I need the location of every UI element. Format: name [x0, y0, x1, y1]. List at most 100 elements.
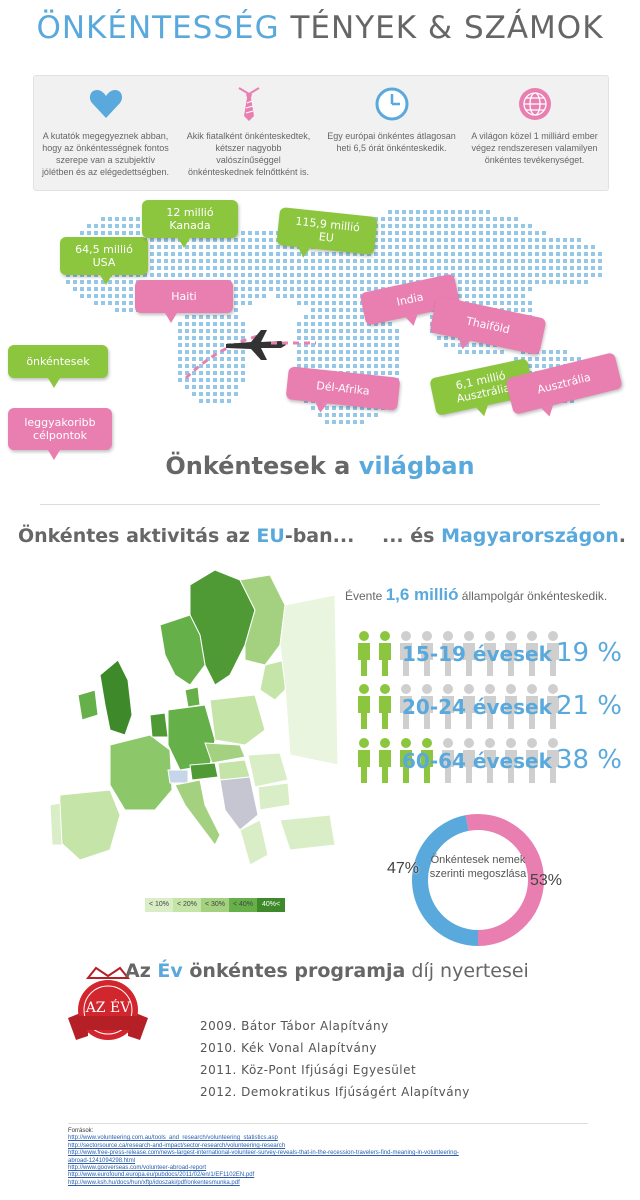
source-link[interactable]: abroad-1241094298.html	[68, 1157, 136, 1164]
map-dot	[514, 231, 518, 235]
map-dot	[276, 266, 280, 270]
map-dot	[318, 280, 322, 284]
map-dot	[563, 245, 567, 249]
source-link[interactable]: http://www.eurofound.europa.eu/pubdocs/2…	[68, 1172, 255, 1179]
map-dot	[346, 301, 350, 305]
map-dot	[409, 252, 413, 256]
map-dot	[332, 266, 336, 270]
map-dot	[115, 231, 119, 235]
hu-heading-part: ... és	[382, 525, 442, 547]
map-dot	[395, 224, 399, 228]
map-dot	[234, 287, 238, 291]
map-dot	[283, 252, 287, 256]
map-dot	[500, 266, 504, 270]
bubble-label: Dél-Afrika	[315, 379, 371, 398]
map-dot	[213, 378, 217, 382]
age-label: 20-24 évesek	[402, 695, 552, 719]
map-dot	[122, 301, 126, 305]
map-dot	[199, 315, 203, 319]
map-dot	[367, 280, 371, 284]
map-dot	[374, 238, 378, 242]
annual-text: állampolgár önkénteskedik.	[458, 589, 608, 603]
map-dot	[514, 217, 518, 221]
map-dot	[115, 280, 119, 284]
map-dot	[297, 287, 301, 291]
map-dot	[199, 371, 203, 375]
map-dot	[101, 301, 105, 305]
map-dot	[332, 364, 336, 368]
map-dot	[171, 266, 175, 270]
map-dot	[339, 280, 343, 284]
sources: Források: http://www.volunteering.com.au…	[68, 1128, 459, 1187]
map-dot	[395, 280, 399, 284]
source-link[interactable]: http://www.volunteering.com.au/tools_and…	[68, 1135, 278, 1142]
map-dot	[248, 238, 252, 242]
map-dot	[262, 273, 266, 277]
badge-text: AZ ÉV	[85, 998, 132, 1016]
map-dot	[367, 336, 371, 340]
map-dot	[458, 287, 462, 291]
map-dot	[101, 224, 105, 228]
map-dot	[164, 266, 168, 270]
map-dot	[521, 224, 525, 228]
map-dot	[87, 280, 91, 284]
map-dot	[479, 252, 483, 256]
map-dot	[507, 224, 511, 228]
map-dot	[206, 392, 210, 396]
map-dot	[514, 294, 518, 298]
map-dot	[199, 392, 203, 396]
map-dot	[479, 350, 483, 354]
map-dot	[451, 259, 455, 263]
map-dot	[444, 217, 448, 221]
map-dot	[199, 399, 203, 403]
map-dot	[234, 266, 238, 270]
winner-item: 2010. Kék Vonal Alapítvány	[200, 1041, 378, 1055]
map-dot	[388, 329, 392, 333]
map-dot	[339, 252, 343, 256]
plane-icon	[184, 330, 316, 380]
map-dot	[472, 266, 476, 270]
map-dot	[374, 266, 378, 270]
map-dot	[556, 238, 560, 242]
map-dot	[94, 280, 98, 284]
map-dot	[94, 231, 98, 235]
map-dot	[395, 217, 399, 221]
map-dot	[402, 210, 406, 214]
map-dot	[73, 287, 77, 291]
map-dot	[332, 357, 336, 361]
sources-label: Források:	[68, 1128, 94, 1134]
map-dot	[465, 273, 469, 277]
person-icon-filled	[400, 738, 412, 783]
map-dot	[528, 280, 532, 284]
source-link[interactable]: http://www.free-press-release.com/news-l…	[68, 1150, 459, 1157]
map-dot	[458, 350, 462, 354]
map-dot	[157, 238, 161, 242]
source-link[interactable]: http://www.gooverseas.com/volunteer-abro…	[68, 1165, 207, 1172]
map-dot	[402, 259, 406, 263]
map-dot	[430, 231, 434, 235]
map-dot	[304, 301, 308, 305]
person-icon-filled	[379, 738, 391, 783]
map-dot	[479, 245, 483, 249]
map-dot	[542, 350, 546, 354]
map-dot	[353, 252, 357, 256]
map-dot	[234, 357, 238, 361]
page-title: ÖNKÉNTESSÉG TÉNYEK & SZÁMOK	[0, 10, 640, 46]
map-dot	[584, 266, 588, 270]
map-dot	[255, 238, 259, 242]
source-link[interactable]: http://sectorsource.ca/research-and-impa…	[68, 1142, 286, 1149]
map-dot	[80, 231, 84, 235]
map-dot	[283, 266, 287, 270]
map-dot	[528, 273, 532, 277]
legend-swatch: < 10%	[145, 898, 173, 912]
map-dot	[374, 364, 378, 368]
map-dot	[472, 210, 476, 214]
map-dot	[185, 343, 189, 347]
map-dot	[444, 259, 448, 263]
map-dot	[248, 259, 252, 263]
source-link[interactable]: http://www.ksh.hu/docs/hun/xftp/idoszaki…	[68, 1179, 240, 1186]
map-dot	[542, 238, 546, 242]
map-dot	[500, 252, 504, 256]
map-dot	[353, 294, 357, 298]
map-dot	[227, 392, 231, 396]
